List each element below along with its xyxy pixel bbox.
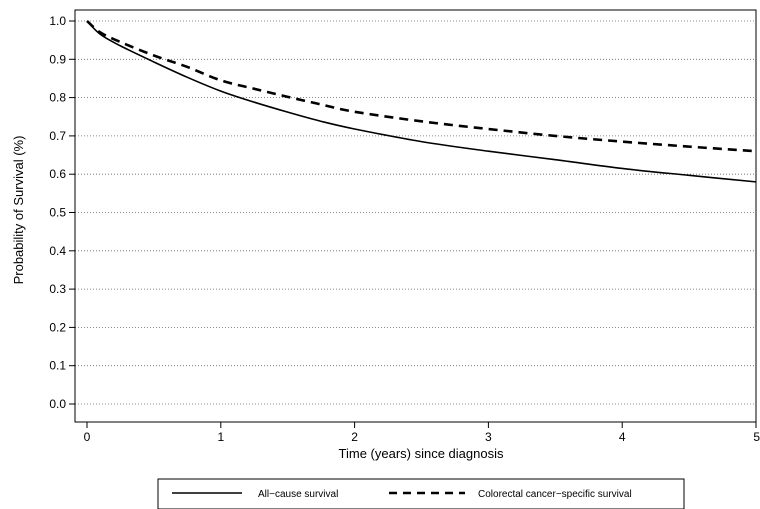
series-line-all-cause — [86, 20, 757, 183]
y-tick-label: 0.1 — [49, 359, 66, 373]
y-tick-label: 0.9 — [49, 52, 66, 66]
y-tick-label: 0.7 — [49, 129, 66, 143]
y-tick-label: 0.0 — [49, 397, 66, 411]
legend-box — [157, 478, 685, 509]
x-tick-label: 0 — [84, 430, 91, 444]
y-tick-label: 0.3 — [49, 282, 66, 296]
x-tick-label: 3 — [485, 430, 492, 444]
legend: All−cause survival Colorectal cancer−spe… — [157, 478, 685, 509]
y-tick-label: 0.6 — [49, 167, 66, 181]
y-tick-label: 0.8 — [49, 91, 66, 105]
legend-label-cancer-specific: Colorectal cancer−specific survival — [478, 489, 632, 500]
x-tick-label: 1 — [217, 430, 224, 444]
x-tick-label: 5 — [753, 430, 760, 444]
legend-label-all-cause: All−cause survival — [258, 489, 338, 500]
x-axis-title: Time (years) since diagnosis — [339, 446, 504, 461]
y-tick-label: 0.5 — [49, 206, 66, 220]
x-tick-label: 2 — [351, 430, 358, 444]
y-tick-label: 0.4 — [49, 244, 66, 258]
x-tick-label: 4 — [619, 430, 626, 444]
y-tick-label: 1.0 — [49, 14, 66, 28]
y-axis: 0.0 0.1 0.2 0.3 0.4 0.5 0.6 0.7 0.8 0.9 1.0 — [49, 14, 75, 411]
plot-frame — [74, 9, 757, 423]
y-axis-title: Probability of Survival (%) — [11, 136, 26, 285]
series-line-cancer-specific — [86, 20, 757, 153]
series-lines — [86, 20, 757, 183]
x-axis: 0 1 2 3 4 5 — [84, 422, 760, 444]
grid-lines — [75, 20, 756, 405]
y-tick-label: 0.2 — [49, 320, 66, 334]
